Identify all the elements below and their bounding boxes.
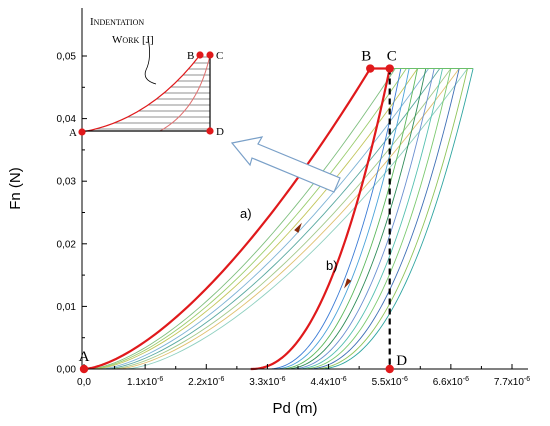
loading-curve bbox=[92, 68, 407, 370]
loading-curve-label: a) bbox=[240, 206, 252, 221]
inset-point-b bbox=[196, 51, 204, 59]
x-tick-label: 0,0 bbox=[77, 377, 91, 388]
y-tick-label: 0,04 bbox=[57, 114, 77, 125]
point-c bbox=[385, 64, 394, 73]
inset-point-label-d: D bbox=[216, 126, 224, 138]
loading-curve bbox=[117, 68, 460, 370]
point-label-b: B bbox=[361, 49, 371, 65]
unloading-curve bbox=[300, 68, 452, 370]
x-tick-label: 1.1x10-6 bbox=[127, 376, 163, 388]
y-tick-label: 0,00 bbox=[57, 365, 77, 376]
unloading-curve bbox=[284, 68, 427, 370]
x-tick-label: 5.5x10-6 bbox=[372, 376, 408, 388]
point-b bbox=[366, 64, 375, 73]
inset-point-a bbox=[78, 128, 86, 136]
curves-layer bbox=[83, 67, 474, 371]
inset-point-label-a: A bbox=[69, 127, 77, 139]
pointer-arrow bbox=[230, 136, 341, 193]
inset-diagram: Indentation Work [J] A B C D bbox=[69, 16, 224, 139]
unloading-curve bbox=[306, 68, 460, 370]
main-unloading-curve bbox=[250, 68, 391, 371]
x-tick-exponent: -6 bbox=[218, 376, 224, 383]
unloading-curve bbox=[295, 68, 443, 370]
inset-leader-line bbox=[144, 37, 157, 85]
inset-points: A B C D bbox=[69, 50, 224, 139]
x-tick-exponent: -6 bbox=[279, 376, 285, 383]
inset-unloading-curve bbox=[159, 54, 211, 132]
unloading-curve bbox=[317, 68, 474, 370]
x-tick-exponent: -6 bbox=[157, 376, 163, 383]
inset-title-line2: Work [J] bbox=[112, 34, 154, 46]
inset-title-line1: Indentation bbox=[90, 16, 144, 28]
unloading-curve-label: b) bbox=[326, 258, 338, 273]
y-tick-label: 0,05 bbox=[57, 52, 77, 63]
inset-point-label-c: C bbox=[216, 50, 223, 62]
y-tick-label: 0,03 bbox=[57, 177, 77, 188]
loading-curve bbox=[89, 68, 396, 370]
unloading-curve bbox=[272, 68, 410, 370]
ticks-layer: 0,00 0,01 0,02 0,03 0,04 0,05 0,0 1.1x10-6 2.2x1… bbox=[57, 52, 531, 389]
loading-direction-arrow bbox=[294, 222, 302, 233]
x-tick-label: 3.3x10-6 bbox=[249, 376, 285, 388]
x-tick-exponent: -6 bbox=[402, 376, 408, 383]
x-axis-title: Pd (m) bbox=[273, 400, 318, 417]
x-tick-label: 2.2x10-6 bbox=[188, 376, 224, 388]
loading-curve bbox=[125, 68, 468, 370]
loading-curve bbox=[95, 68, 418, 370]
overlay-layer: a)b)AB CD bbox=[79, 49, 407, 374]
x-tick-label: 4.4x10-6 bbox=[310, 376, 346, 388]
y-axis-title: Fn (N) bbox=[7, 167, 24, 210]
unloading-curve bbox=[278, 68, 418, 370]
inset-point-label-b: B bbox=[187, 50, 194, 62]
x-tick-exponent: -6 bbox=[524, 376, 530, 383]
point-d bbox=[385, 364, 394, 374]
y-tick-label: 0,02 bbox=[57, 239, 77, 250]
inset-point-d bbox=[206, 127, 214, 135]
y-tick-label: 0,01 bbox=[57, 302, 77, 313]
point-label-a: A bbox=[79, 349, 90, 365]
main-loading-curve bbox=[83, 67, 372, 371]
point-a bbox=[79, 364, 89, 374]
axes-layer bbox=[81, 8, 528, 370]
loading-curve bbox=[111, 68, 452, 370]
inset-point-c bbox=[206, 51, 214, 59]
loading-curve bbox=[106, 68, 441, 370]
point-label-d: D bbox=[396, 353, 407, 369]
unloading-direction-arrow bbox=[344, 278, 352, 289]
x-tick-label: 6.6x10-6 bbox=[433, 376, 469, 388]
x-tick-exponent: -6 bbox=[463, 376, 469, 383]
inset-work-area bbox=[82, 55, 210, 132]
x-tick-label: 7.7x10-6 bbox=[494, 376, 530, 388]
unloading-curve bbox=[267, 68, 402, 370]
unloading-curve bbox=[289, 68, 435, 370]
inset-loading-curve bbox=[81, 54, 201, 133]
point-label-c: C bbox=[387, 49, 397, 65]
x-tick-exponent: -6 bbox=[340, 376, 346, 383]
